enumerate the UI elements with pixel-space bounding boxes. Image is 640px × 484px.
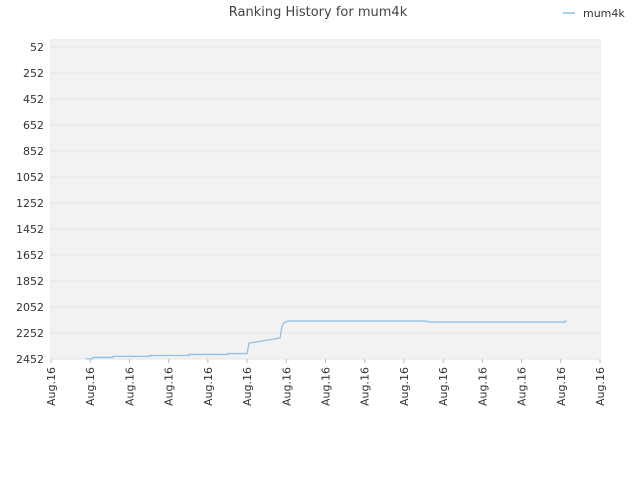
- chart-title: Ranking History for mum4k: [229, 5, 408, 20]
- x-tick-label: Aug.16: [241, 367, 254, 406]
- y-tick-label: 1052: [16, 171, 44, 184]
- y-tick-label: 252: [23, 67, 44, 80]
- y-tick-label: 1252: [16, 197, 44, 210]
- x-tick-label: Aug.16: [594, 367, 607, 406]
- x-tick-label: Aug.16: [359, 367, 372, 406]
- y-tick-label: 852: [23, 145, 44, 158]
- x-tick-label: Aug.16: [555, 367, 568, 406]
- y-tick-label: 52: [30, 41, 44, 54]
- y-tick-label: 2452: [16, 353, 44, 366]
- y-tick-label: 2252: [16, 327, 44, 340]
- y-tick-label: 452: [23, 93, 44, 106]
- x-tick-label: Aug.16: [84, 367, 97, 406]
- x-tick-label: Aug.16: [202, 367, 215, 406]
- y-tick-label: 1452: [16, 223, 44, 236]
- x-tick-label: Aug.16: [45, 367, 58, 406]
- y-tick-label: 1852: [16, 275, 44, 288]
- x-tick-label: Aug.16: [476, 367, 489, 406]
- x-tick-label: Aug.16: [123, 367, 136, 406]
- x-tick-label: Aug.16: [516, 367, 529, 406]
- x-tick-label: Aug.16: [320, 367, 333, 406]
- x-tick-label: Aug.16: [398, 367, 411, 406]
- grid-band: [51, 40, 600, 359]
- x-tick-label: Aug.16: [280, 367, 293, 406]
- y-tick-label: 652: [23, 119, 44, 132]
- legend-label: mum4k: [583, 7, 625, 20]
- x-tick-label: Aug.16: [163, 367, 176, 406]
- y-tick-label: 2052: [16, 301, 44, 314]
- x-tick-label: Aug.16: [437, 367, 450, 406]
- y-tick-label: 1652: [16, 249, 44, 262]
- series-line: [85, 319, 567, 360]
